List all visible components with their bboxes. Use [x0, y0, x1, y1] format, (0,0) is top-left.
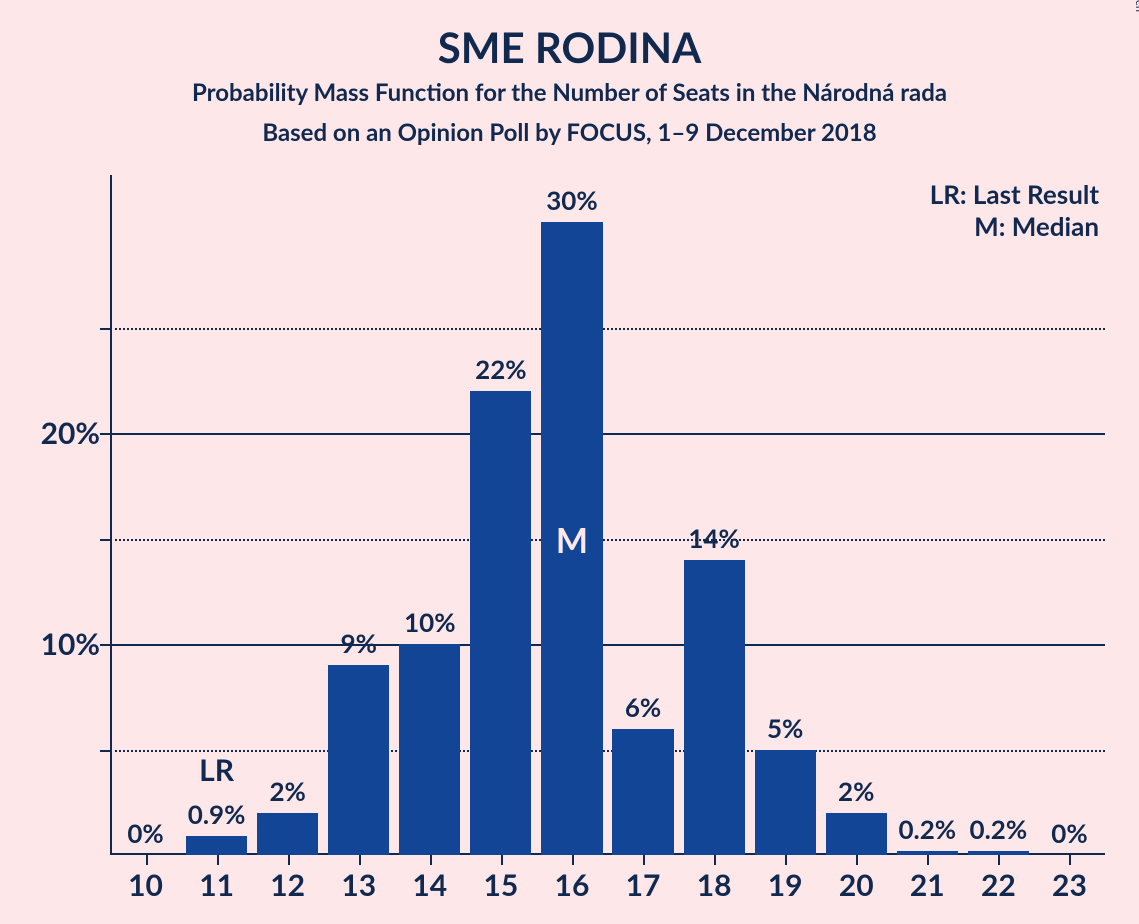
bar-value-label: 0%: [127, 817, 163, 855]
gridline: [110, 539, 1105, 541]
chart-plot-area: 10%20%100%110.9%LR122%139%1410%1522%1630…: [110, 175, 1105, 855]
x-axis-label: 13: [341, 855, 376, 903]
bar: 6%: [612, 729, 673, 856]
x-axis-label: 12: [270, 855, 305, 903]
gridline: [110, 644, 1105, 646]
x-axis-label: 20: [839, 855, 874, 903]
bar-value-label: 5%: [767, 712, 803, 750]
bar-value-label: 10%: [404, 606, 455, 644]
bar-value-label: 0%: [1051, 817, 1087, 855]
legend-line: M: Median: [930, 210, 1099, 242]
gridline: [110, 328, 1105, 330]
chart-title: SME RODINA: [0, 22, 1139, 72]
bar-value-label: 2%: [269, 775, 305, 813]
bar-value-label: 14%: [688, 522, 739, 560]
bar: 10%: [399, 644, 460, 855]
last-result-label: LR: [199, 752, 234, 788]
y-tick: [100, 328, 110, 330]
bar: 0.2%: [968, 851, 1029, 855]
y-tick: [100, 539, 110, 541]
bar: 14%: [684, 560, 745, 855]
bar-value-label: 0.9%: [188, 798, 246, 836]
bar: 0.2%: [897, 851, 958, 855]
x-axis-label: 21: [910, 855, 945, 903]
x-axis-label: 22: [981, 855, 1016, 903]
chart-subtitle-2: Based on an Opinion Poll by FOCUS, 1–9 D…: [0, 118, 1139, 147]
x-axis-label: 18: [697, 855, 732, 903]
y-axis-label: 20%: [41, 415, 110, 451]
bar: 22%: [470, 391, 531, 855]
copyright-text: © 2020 Filip van Laenen: [1133, 0, 1139, 12]
chart-container: SME RODINA Probability Mass Function for…: [0, 0, 1139, 924]
bar: 30%M: [541, 222, 602, 855]
bar-value-label: 22%: [475, 353, 526, 391]
bar-value-label: 9%: [341, 627, 377, 665]
legend-line: LR: Last Result: [930, 178, 1099, 210]
x-axis-label: 19: [768, 855, 803, 903]
y-axis-line: [110, 175, 112, 855]
x-axis-label: 10: [128, 855, 163, 903]
bar: 9%: [328, 665, 389, 855]
bar: 2%: [826, 813, 887, 855]
bar-value-label: 30%: [546, 184, 597, 222]
bar: 5%: [755, 750, 816, 855]
gridline: [110, 750, 1105, 752]
median-label: M: [556, 520, 588, 561]
bar-value-label: 0.2%: [970, 813, 1028, 851]
bar-value-label: 0.2%: [898, 813, 956, 851]
x-axis-label: 17: [626, 855, 661, 903]
bar: 2%: [257, 813, 318, 855]
x-axis-label: 14: [412, 855, 447, 903]
bar-value-label: 2%: [838, 775, 874, 813]
gridline: [110, 433, 1105, 435]
chart-subtitle-1: Probability Mass Function for the Number…: [0, 78, 1139, 107]
y-tick: [100, 750, 110, 752]
x-axis-label: 15: [483, 855, 518, 903]
y-axis-label: 10%: [41, 626, 110, 662]
x-axis-label: 11: [199, 855, 234, 903]
bar: 0.9%: [186, 836, 247, 855]
x-axis-label: 16: [555, 855, 590, 903]
bar-value-label: 6%: [625, 691, 661, 729]
chart-legend: LR: Last ResultM: Median: [930, 178, 1099, 242]
x-axis-label: 23: [1052, 855, 1087, 903]
